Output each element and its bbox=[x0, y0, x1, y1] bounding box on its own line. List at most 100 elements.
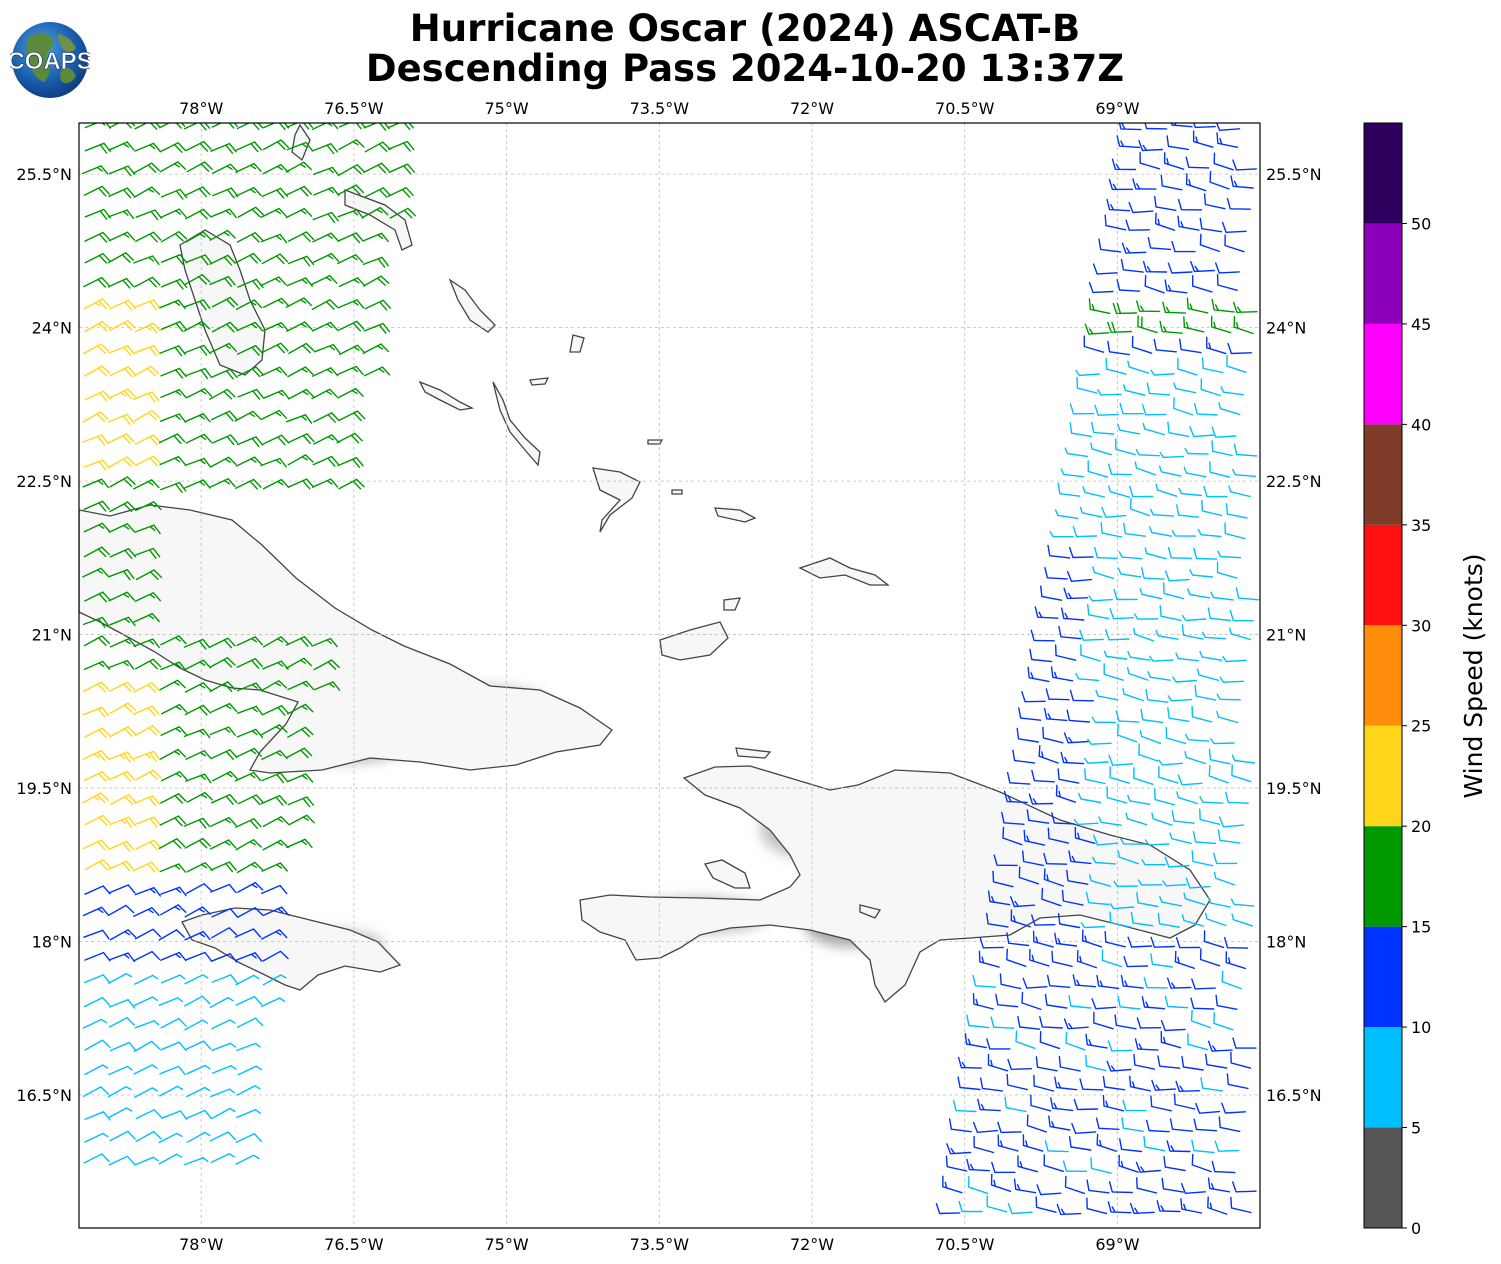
wind-barb bbox=[986, 1038, 1011, 1050]
wind-barb bbox=[83, 459, 110, 471]
wind-barb bbox=[1210, 315, 1232, 334]
wind-barb bbox=[1164, 856, 1190, 868]
wind-barb bbox=[209, 229, 236, 241]
wind-barb bbox=[1146, 1119, 1170, 1133]
plot-area bbox=[78, 122, 1261, 1229]
wind-barb bbox=[209, 657, 236, 668]
wind-barb bbox=[311, 143, 339, 155]
wind-barb bbox=[262, 322, 289, 332]
wind-barb bbox=[237, 794, 264, 806]
wind-barb bbox=[260, 794, 288, 806]
wind-barb bbox=[1006, 771, 1031, 785]
wind-barb bbox=[184, 974, 209, 985]
wind-barb bbox=[935, 1203, 961, 1215]
wind-barb bbox=[160, 208, 187, 219]
wind-barb bbox=[83, 996, 111, 1008]
wind-barb bbox=[110, 1041, 137, 1052]
wind-barb bbox=[287, 255, 315, 267]
wind-barb bbox=[1103, 663, 1124, 681]
wind-barb bbox=[1174, 950, 1195, 969]
wind-barb bbox=[84, 298, 111, 310]
wind-barb bbox=[1214, 1140, 1240, 1152]
wind-barb bbox=[1218, 402, 1241, 416]
wind-barb bbox=[286, 773, 314, 783]
wind-barb bbox=[235, 478, 262, 490]
wind-barb bbox=[1131, 335, 1153, 354]
wind-barb bbox=[1109, 903, 1135, 910]
wind-barb bbox=[1142, 260, 1168, 273]
wind-barb bbox=[1230, 175, 1254, 189]
wind-barb bbox=[1191, 705, 1213, 723]
wind-barb bbox=[82, 681, 110, 693]
wind-barb bbox=[133, 638, 160, 649]
wind-barb bbox=[1173, 397, 1194, 416]
wind-barb bbox=[362, 206, 389, 219]
wind-barb bbox=[1196, 668, 1220, 681]
wind-barb bbox=[1058, 1055, 1081, 1072]
wind-barb bbox=[1044, 567, 1068, 580]
wind-barb bbox=[1167, 695, 1193, 702]
wind-barb bbox=[261, 884, 288, 895]
wind-barb bbox=[1113, 880, 1138, 887]
wind-barb bbox=[1010, 909, 1031, 928]
wind-barb bbox=[1044, 993, 1068, 1009]
wind-barb bbox=[83, 929, 110, 940]
wind-barb bbox=[160, 254, 188, 265]
wind-barb bbox=[1171, 530, 1196, 537]
wind-barb bbox=[1224, 234, 1245, 253]
wind-barb bbox=[1026, 1114, 1047, 1133]
wind-barb bbox=[1203, 485, 1228, 498]
wind-barb bbox=[1203, 193, 1226, 210]
wind-barb bbox=[209, 254, 236, 266]
wind-barb bbox=[135, 839, 162, 851]
wind-barb bbox=[1084, 757, 1109, 764]
wind-barb bbox=[363, 275, 390, 287]
wind-barb bbox=[1021, 691, 1046, 703]
wind-barb bbox=[84, 885, 111, 895]
wind-barb bbox=[1106, 1060, 1132, 1072]
wind-barb bbox=[212, 1065, 237, 1074]
wind-barb bbox=[1066, 570, 1093, 582]
wind-barb bbox=[337, 232, 364, 244]
wind-barb bbox=[262, 478, 290, 490]
wind-barb bbox=[84, 1064, 109, 1076]
wind-barb bbox=[1085, 1054, 1107, 1072]
wind-barb bbox=[958, 1200, 983, 1213]
colorbar-tick-label: 50 bbox=[1411, 214, 1431, 233]
wind-barb bbox=[339, 164, 366, 176]
wind-barb bbox=[261, 253, 289, 265]
wind-barb bbox=[1048, 1115, 1071, 1131]
wind-barb bbox=[1164, 570, 1190, 582]
wind-barb bbox=[237, 881, 264, 893]
wind-barb bbox=[185, 231, 212, 243]
lon-tick-label-bottom: 72°W bbox=[790, 1235, 834, 1254]
wind-barb bbox=[159, 815, 187, 827]
wind-barb bbox=[82, 411, 109, 423]
wind-barb bbox=[288, 433, 315, 445]
wind-barb bbox=[973, 1135, 995, 1154]
wind-barb bbox=[1161, 1177, 1184, 1193]
wind-barb bbox=[285, 297, 312, 308]
wind-barb bbox=[1042, 726, 1064, 744]
wind-barb bbox=[338, 139, 365, 151]
wind-barb bbox=[1074, 826, 1096, 844]
wind-barb bbox=[210, 342, 237, 353]
wind-barb bbox=[185, 433, 212, 444]
wind-barb bbox=[160, 321, 188, 333]
wind-barb bbox=[1199, 650, 1223, 661]
wind-barb bbox=[160, 904, 187, 916]
wind-barb bbox=[1132, 178, 1157, 190]
wind-barb bbox=[288, 814, 315, 826]
title-line-1: Hurricane Oscar (2024) ASCAT-B bbox=[409, 7, 1081, 50]
wind-barb bbox=[184, 704, 212, 716]
wind-barb bbox=[1151, 1079, 1177, 1091]
colorbar-tick-label: 35 bbox=[1411, 516, 1431, 535]
wind-barb bbox=[1036, 1184, 1062, 1196]
wind-barb bbox=[1022, 850, 1044, 867]
wind-barb bbox=[1190, 997, 1215, 1010]
wind-barb bbox=[1123, 384, 1146, 396]
wind-barb bbox=[161, 703, 188, 715]
wind-barb bbox=[1185, 877, 1211, 889]
wind-barb bbox=[364, 187, 392, 198]
wind-barb bbox=[1189, 569, 1214, 578]
